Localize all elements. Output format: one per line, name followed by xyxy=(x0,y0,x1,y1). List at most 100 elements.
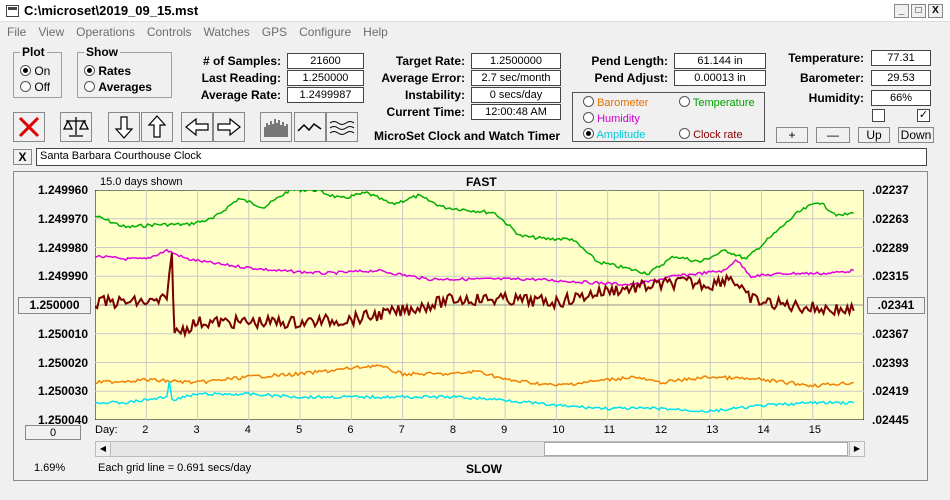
trace-amplitude-label: Amplitude xyxy=(596,129,646,141)
series-line-4 xyxy=(95,380,854,413)
current-time-label: Current Time: xyxy=(386,105,465,119)
trace-barometer-radio[interactable] xyxy=(583,96,594,107)
right-tick-label: .02263 xyxy=(872,211,909,226)
day-tick-label: 7 xyxy=(398,424,405,436)
target-rate-field: 1.2500000 xyxy=(471,53,561,69)
plot-off-option[interactable]: Off xyxy=(20,80,50,94)
right-tick-label: .02367 xyxy=(872,326,909,341)
app-icon xyxy=(6,5,19,17)
histogram-button[interactable] xyxy=(260,112,292,142)
show-rates-option[interactable]: Rates xyxy=(84,64,131,78)
plot-on-radio[interactable] xyxy=(20,65,31,76)
menu-file[interactable]: File xyxy=(7,25,27,39)
down-button[interactable]: Down xyxy=(898,127,934,143)
chart-plot-area xyxy=(95,190,864,420)
day-tick-label: 12 xyxy=(654,424,668,436)
show-averages-option[interactable]: Averages xyxy=(84,80,152,94)
barometer-label: Barometer: xyxy=(799,71,864,85)
right-tick-label: .02419 xyxy=(872,384,909,399)
zero-button[interactable]: 0 xyxy=(25,425,81,440)
menu-help[interactable]: Help xyxy=(363,25,388,39)
plot-off-radio[interactable] xyxy=(20,81,31,92)
trace-amplitude-radio[interactable] xyxy=(583,128,594,139)
trace-humidity-option[interactable]: Humidity xyxy=(583,112,640,125)
show-rates-radio[interactable] xyxy=(84,65,95,76)
right-tick-label: .02445 xyxy=(872,413,909,427)
stop-button[interactable] xyxy=(13,112,45,142)
arrow-up-button[interactable] xyxy=(141,112,173,142)
left-tick-label: 1.250020 xyxy=(37,355,88,370)
show-averages-radio[interactable] xyxy=(84,81,95,92)
day-tick-label: 11 xyxy=(603,424,616,436)
trace-select-box: Barometer Temperature Humidity Amplitude… xyxy=(572,92,765,142)
right-center-button[interactable]: .02341 xyxy=(867,297,925,314)
right-tick-label: .02289 xyxy=(872,240,909,255)
day-tick-label: 8 xyxy=(449,424,456,436)
instability-field: 0 secs/day xyxy=(471,87,561,103)
average-rate-label: Average Rate: xyxy=(200,88,281,102)
arrow-up-icon xyxy=(147,115,167,138)
chart-panel xyxy=(13,171,928,481)
menu-configure[interactable]: Configure xyxy=(299,25,352,39)
day-tick-label: 2 xyxy=(142,424,149,436)
day-tick-label: 4 xyxy=(244,424,251,436)
trace-clock-rate-radio[interactable] xyxy=(679,128,690,139)
day-tick-label: 9 xyxy=(501,424,508,436)
scroll-left-arrow[interactable]: ◀ xyxy=(96,442,111,456)
wave-button[interactable] xyxy=(326,112,358,142)
chart-scrollbar[interactable]: ◀ ▶ xyxy=(95,441,865,457)
menu-view[interactable]: View xyxy=(38,25,65,39)
window-title: C:\microset\2019_09_15.mst xyxy=(24,3,199,18)
arrow-left-button[interactable] xyxy=(181,112,213,142)
barometer-field: 29.53 xyxy=(871,70,931,86)
slow-label: SLOW xyxy=(466,462,502,476)
menu-operations[interactable]: Operations xyxy=(76,25,135,39)
trace-temperature-option[interactable]: Temperature xyxy=(679,96,755,109)
series-line-3 xyxy=(95,364,854,388)
percent-label: 1.69% xyxy=(34,462,66,474)
day-tick-label: 5 xyxy=(296,424,303,436)
temperature-field: 77.31 xyxy=(871,50,931,66)
plus-button[interactable]: + xyxy=(776,127,808,143)
maximize-button[interactable]: □ xyxy=(911,4,926,18)
menu-controls[interactable]: Controls xyxy=(146,25,192,39)
menu-gps[interactable]: GPS xyxy=(261,25,288,39)
left-tick-label: 1.250030 xyxy=(37,384,88,399)
left-center-button[interactable]: 1.250000 xyxy=(18,297,91,314)
current-time-field: 12:00:48 AM xyxy=(471,104,561,120)
left-tick-label: 1.249980 xyxy=(37,240,88,255)
title-bar: C:\microset\2019_09_15.mst _ □ X xyxy=(0,0,950,22)
arrow-right-button[interactable] xyxy=(213,112,245,142)
samples-label: # of Samples: xyxy=(202,54,281,68)
pend-adjust-label: Pend Adjust: xyxy=(594,71,668,85)
trace-amplitude-option[interactable]: Amplitude xyxy=(583,128,645,141)
checkbox-1[interactable] xyxy=(872,109,885,122)
plot-group: Plot On Off xyxy=(13,45,62,98)
scroll-thumb[interactable] xyxy=(544,442,848,456)
checkbox-2[interactable]: ✓ xyxy=(917,109,930,122)
target-rate-label: Target Rate: xyxy=(395,54,465,68)
menu-watches[interactable]: Watches xyxy=(203,25,250,39)
trace-clock-rate-option[interactable]: Clock rate xyxy=(679,128,743,141)
day-tick-label: 3 xyxy=(193,424,200,436)
minimize-button[interactable]: _ xyxy=(894,4,909,18)
show-group: Show Rates Averages xyxy=(77,45,172,98)
pend-adjust-field: 0.00013 in xyxy=(674,70,766,86)
app-caption: MicroSet Clock and Watch Timer xyxy=(374,129,561,143)
up-button[interactable]: Up xyxy=(858,127,890,143)
balance-button[interactable] xyxy=(60,112,92,142)
trace-barometer-option[interactable]: Barometer xyxy=(583,96,648,109)
clear-name-button[interactable]: X xyxy=(13,149,32,165)
line-graph-button[interactable] xyxy=(294,112,326,142)
instability-label: Instability: xyxy=(404,88,465,102)
day-tick-label: 10 xyxy=(552,424,565,436)
trace-temperature-radio[interactable] xyxy=(679,96,690,107)
trace-humidity-radio[interactable] xyxy=(583,112,594,123)
scroll-right-arrow[interactable]: ▶ xyxy=(849,442,864,456)
clock-name-input[interactable]: Santa Barbara Courthouse Clock xyxy=(36,148,927,166)
arrow-down-button[interactable] xyxy=(108,112,140,142)
plot-on-option[interactable]: On xyxy=(20,64,50,78)
plot-off-label: Off xyxy=(34,80,51,94)
minus-button[interactable]: — xyxy=(816,127,850,143)
close-button[interactable]: X xyxy=(928,4,943,18)
